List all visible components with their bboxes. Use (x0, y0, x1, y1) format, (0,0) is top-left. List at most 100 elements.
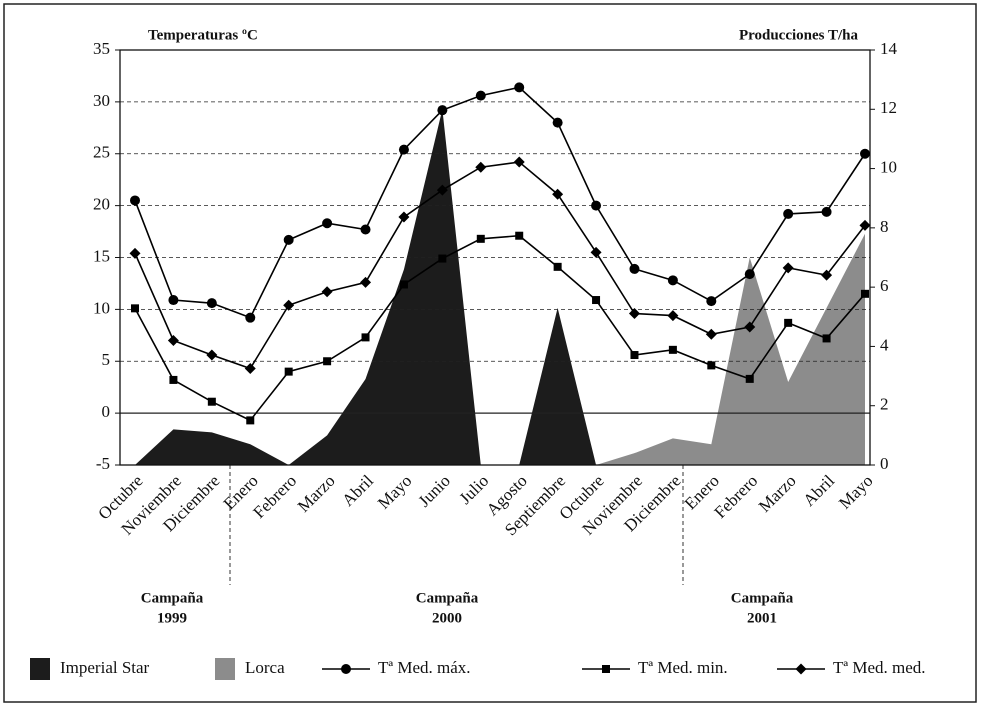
line (134, 161, 866, 370)
marker (630, 351, 639, 360)
marker (667, 275, 678, 286)
marker (552, 188, 564, 200)
y-tick-label: 30 (93, 91, 110, 110)
marker (707, 361, 716, 370)
marker (130, 195, 140, 206)
marker (206, 298, 217, 309)
y2-tick-label: 14 (880, 39, 898, 58)
y-tick-label: 10 (93, 298, 110, 317)
marker (514, 82, 525, 93)
y-tick-label: 35 (93, 39, 110, 58)
campaign-year: 1999 (157, 610, 187, 626)
campaign-year: 2001 (747, 610, 777, 626)
marker (859, 219, 871, 231)
marker (321, 286, 333, 298)
marker (515, 231, 524, 240)
y-axis-title: Temperaturas ºC (148, 27, 258, 43)
y2-tick-label: 12 (880, 98, 897, 117)
marker (399, 280, 408, 289)
marker (322, 218, 333, 229)
marker (821, 206, 832, 217)
y2-tick-label: 2 (880, 395, 889, 414)
line (134, 234, 866, 422)
marker (591, 200, 602, 211)
campaign-label: Campaña (731, 590, 794, 606)
marker (745, 374, 754, 383)
legend-label: Tª Med. min. (638, 658, 728, 677)
legend-marker (341, 664, 351, 674)
area (596, 233, 865, 465)
marker (861, 289, 869, 298)
marker (821, 269, 833, 281)
marker (398, 144, 409, 155)
marker (169, 375, 178, 384)
marker (244, 363, 256, 375)
marker (668, 345, 677, 354)
marker (360, 224, 371, 235)
y2-axis-title: Producciones T/ha (739, 27, 859, 43)
marker (436, 184, 448, 196)
marker (667, 310, 679, 322)
marker (207, 397, 216, 406)
legend-label: Imperial Star (60, 658, 150, 677)
y-tick-label: -5 (96, 454, 110, 473)
marker (129, 247, 141, 259)
marker (283, 234, 294, 245)
y2-tick-label: 6 (880, 276, 889, 295)
marker (553, 262, 562, 271)
campaign-year: 2000 (432, 610, 462, 626)
plot-frame (119, 49, 871, 466)
line (134, 86, 866, 319)
marker (283, 299, 295, 311)
marker (284, 367, 293, 376)
legend-marker (602, 665, 610, 673)
legend-marker (795, 663, 807, 675)
marker (705, 328, 717, 340)
legend-swatch (30, 658, 50, 680)
y2-tick-label: 8 (880, 217, 889, 236)
marker (398, 211, 410, 223)
campaign-label: Campaña (141, 590, 204, 606)
marker (590, 246, 602, 258)
marker (744, 321, 756, 333)
marker (782, 262, 794, 274)
marker (360, 276, 372, 288)
marker (131, 304, 139, 313)
y2-tick-label: 4 (880, 335, 889, 354)
y2-tick-label: 0 (880, 454, 889, 473)
marker (361, 333, 370, 342)
legend-label: Tª Med. máx. (378, 658, 471, 677)
marker (822, 334, 831, 343)
marker (706, 296, 717, 307)
y2-tick-label: 10 (880, 157, 897, 176)
campaign-label: Campaña (416, 590, 479, 606)
marker (592, 296, 601, 305)
legend-label: Lorca (245, 658, 285, 677)
marker (245, 312, 256, 323)
y-tick-label: 20 (93, 195, 110, 214)
y-tick-label: 5 (102, 350, 111, 369)
y-tick-label: 15 (93, 246, 110, 265)
legend-label: Tª Med. med. (833, 658, 926, 677)
marker (475, 161, 487, 173)
marker (513, 156, 525, 168)
marker (476, 234, 485, 243)
marker (206, 349, 218, 361)
marker (552, 117, 563, 128)
legend-swatch (215, 658, 235, 680)
marker (860, 148, 870, 159)
marker (628, 308, 640, 320)
marker (784, 318, 793, 327)
marker (167, 335, 179, 346)
y-tick-label: 25 (93, 143, 110, 162)
marker (475, 90, 486, 101)
marker (438, 254, 447, 263)
marker (629, 263, 640, 274)
marker (246, 416, 255, 425)
y-tick-label: 0 (102, 402, 111, 421)
marker (323, 357, 332, 366)
marker (783, 208, 794, 219)
marker (437, 105, 448, 116)
marker (168, 295, 179, 306)
